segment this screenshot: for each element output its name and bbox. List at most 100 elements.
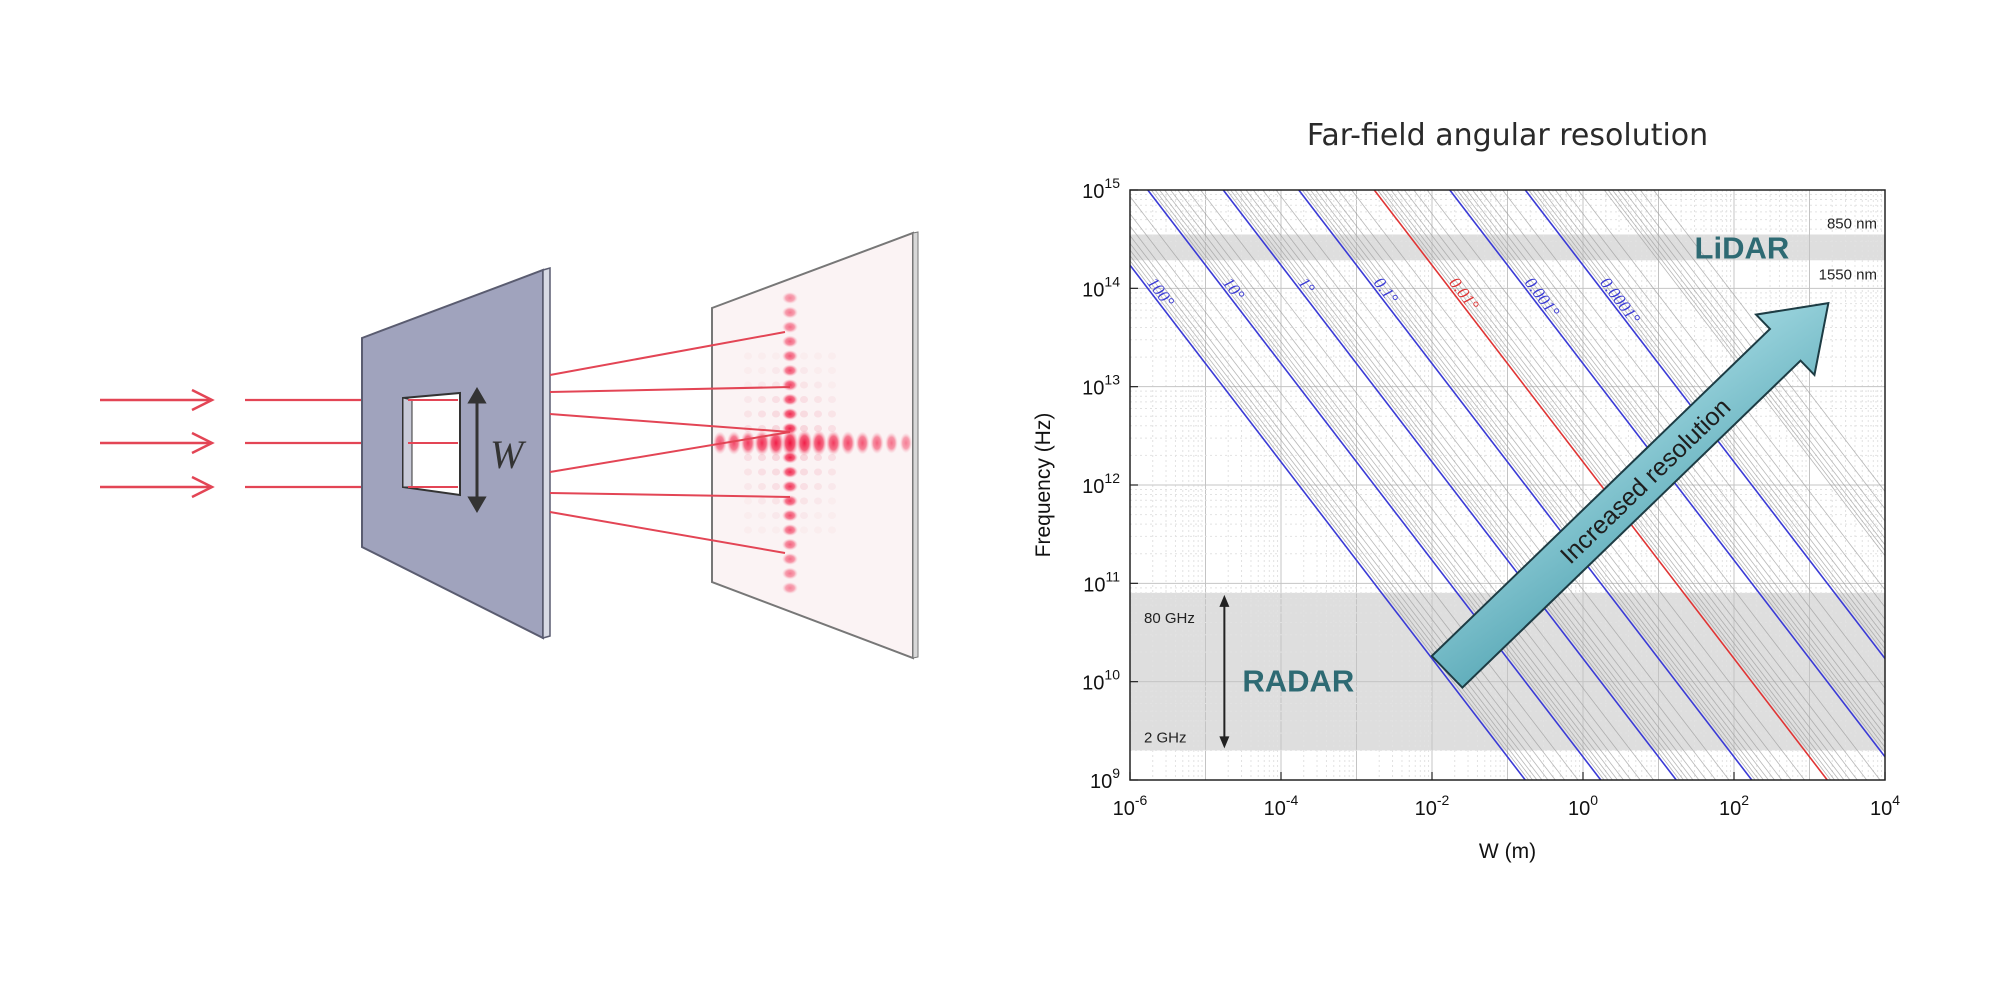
resolution-line-label: 0.001°: [1521, 274, 1564, 321]
resolution-line: [1298, 190, 1753, 780]
faint-spot: [828, 468, 836, 476]
y-tick-label: 1013: [1082, 372, 1120, 400]
faint-spot: [744, 526, 752, 534]
minor-resolution-line: [1159, 190, 1613, 780]
diffraction-spot: [782, 495, 798, 507]
faint-spot: [744, 483, 752, 490]
minor-resolution-line: [1226, 190, 1681, 780]
faint-spot: [772, 396, 780, 403]
diffraction-spot: [726, 431, 742, 455]
minor-resolution-line: [1564, 190, 1885, 608]
resolution-line: [1130, 263, 1526, 780]
faint-spot: [772, 497, 780, 505]
band-range-arrowhead: [1219, 736, 1230, 749]
diffracted-rays: [549, 331, 791, 554]
minor-resolution-line: [1653, 190, 1885, 493]
diffraction-spot: [782, 408, 798, 420]
y-axis-label: Frequency (Hz): [1032, 413, 1055, 558]
diffraction-spot: [782, 509, 798, 522]
faint-spot: [800, 352, 808, 360]
diffraction-spot: [782, 553, 798, 565]
minor-resolution-line: [1310, 190, 1764, 780]
faint-spot: [800, 425, 808, 432]
minor-resolution-line: [1130, 225, 1556, 780]
minor-resolution-line: [1130, 260, 1530, 780]
y-tick-label: 1012: [1082, 470, 1120, 498]
faint-spot: [814, 410, 822, 418]
faint-spot: [814, 483, 822, 490]
diffraction-spot: [782, 582, 798, 594]
faint-spot: [828, 425, 836, 432]
faint-spot: [758, 367, 766, 374]
minor-resolution-line: [1577, 190, 1885, 591]
faint-spot: [800, 497, 808, 505]
incoming-arrows: [100, 388, 215, 499]
diffraction-spot: [754, 430, 770, 456]
y-tick-label: 1014: [1082, 273, 1120, 301]
resolution-lines: [1130, 190, 1885, 780]
faint-spot: [758, 526, 766, 534]
resolution-arrow-shape: [1430, 301, 1830, 690]
faint-spot: [772, 526, 780, 534]
minor-resolution-line: [1466, 190, 1885, 736]
faint-spot: [758, 483, 766, 490]
faint-spot: [744, 367, 752, 374]
faint-spot: [800, 381, 808, 389]
minor-resolution-line: [1275, 190, 1730, 780]
faint-spot: [744, 396, 752, 403]
diffraction-spot: [870, 431, 884, 455]
diffraction-diagram: W: [100, 231, 919, 660]
y-tick-label: 1015: [1082, 175, 1120, 203]
diffraction-spot: [811, 430, 827, 456]
diffraction-spot: [782, 335, 798, 348]
faint-spot: [828, 526, 836, 534]
diffraction-spot: [768, 429, 784, 457]
faint-spot: [744, 410, 752, 418]
band-lower-label: 1550 nm: [1819, 266, 1877, 283]
faint-spot: [814, 352, 822, 360]
faint-spot: [744, 497, 752, 505]
faint-spot: [828, 512, 836, 519]
faint-spot: [800, 410, 808, 418]
screen: [711, 231, 919, 660]
minor-resolution-line: [1301, 190, 1756, 780]
diffraction-spot: [782, 393, 798, 406]
faint-spot: [828, 483, 836, 490]
faint-spot: [772, 367, 780, 374]
faint-spot: [744, 512, 752, 519]
minor-resolution-line: [1130, 234, 1549, 780]
band-range-arrowhead: [1219, 594, 1230, 607]
diffraction-spot: [782, 364, 798, 377]
faint-spot: [814, 526, 822, 534]
faint-spot: [800, 367, 808, 374]
diffraction-spot: [782, 567, 798, 580]
faint-spot: [758, 512, 766, 519]
minor-resolution-line: [1456, 190, 1885, 748]
minor-resolution-line: [1623, 190, 1885, 532]
faint-spot: [800, 468, 808, 476]
diffraction-spot: [781, 429, 799, 457]
faint-spot: [758, 468, 766, 476]
faint-spot: [828, 454, 836, 461]
faint-spot: [828, 381, 836, 389]
diffraction-spot: [885, 432, 898, 454]
x-tick-label: 10-4: [1264, 792, 1299, 820]
minor-resolution-line: [1528, 190, 1885, 655]
diffraction-spot: [782, 350, 798, 362]
minor-resolution-line: [1245, 190, 1700, 780]
faint-spot: [814, 497, 822, 505]
faint-spot: [772, 468, 780, 476]
minor-resolution-line: [1617, 190, 1885, 540]
faint-spot: [772, 483, 780, 490]
faint-spot: [744, 381, 752, 389]
diffraction-spot: [782, 292, 798, 304]
minor-resolution-line: [1603, 190, 1885, 557]
faint-spot: [800, 483, 808, 490]
minor-resolution-line: [1315, 190, 1769, 780]
minor-resolution-line: [1337, 190, 1792, 780]
minor-resolution-line: [1321, 190, 1775, 780]
faint-spot: [814, 454, 822, 461]
minor-resolution-line: [1150, 190, 1605, 780]
y-tick-label: 1010: [1082, 667, 1120, 695]
